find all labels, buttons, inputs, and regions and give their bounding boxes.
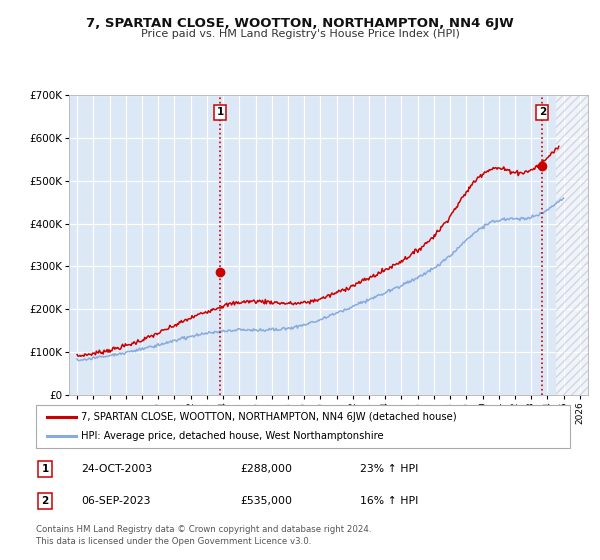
Text: 06-SEP-2023: 06-SEP-2023 xyxy=(81,496,151,506)
Text: 7, SPARTAN CLOSE, WOOTTON, NORTHAMPTON, NN4 6JW: 7, SPARTAN CLOSE, WOOTTON, NORTHAMPTON, … xyxy=(86,17,514,30)
Text: 24-OCT-2003: 24-OCT-2003 xyxy=(81,464,152,474)
Text: 1: 1 xyxy=(41,464,49,474)
Bar xyxy=(556,95,588,395)
FancyBboxPatch shape xyxy=(36,405,570,448)
Text: £535,000: £535,000 xyxy=(240,496,292,506)
Text: £288,000: £288,000 xyxy=(240,464,292,474)
Bar xyxy=(556,95,588,395)
Text: Contains HM Land Registry data © Crown copyright and database right 2024.
This d: Contains HM Land Registry data © Crown c… xyxy=(36,525,371,546)
Text: Price paid vs. HM Land Registry's House Price Index (HPI): Price paid vs. HM Land Registry's House … xyxy=(140,29,460,39)
Text: 2: 2 xyxy=(41,496,49,506)
Text: 16% ↑ HPI: 16% ↑ HPI xyxy=(360,496,418,506)
Text: 23% ↑ HPI: 23% ↑ HPI xyxy=(360,464,418,474)
Text: 1: 1 xyxy=(217,108,224,117)
Text: 7, SPARTAN CLOSE, WOOTTON, NORTHAMPTON, NN4 6JW (detached house): 7, SPARTAN CLOSE, WOOTTON, NORTHAMPTON, … xyxy=(82,412,457,422)
Text: HPI: Average price, detached house, West Northamptonshire: HPI: Average price, detached house, West… xyxy=(82,431,384,441)
Text: 2: 2 xyxy=(539,108,546,117)
